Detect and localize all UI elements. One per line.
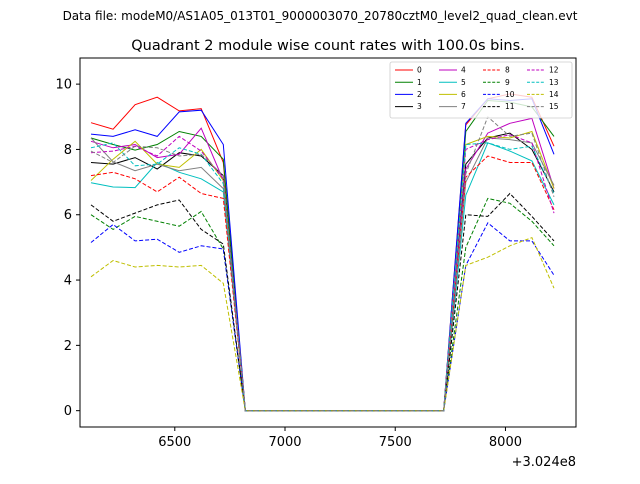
y-tick-label: 6 (64, 208, 72, 223)
plot-frame (79, 57, 577, 428)
series-line-13 (90, 142, 555, 412)
series-line-8 (90, 155, 555, 412)
x-axis: 6500 7000 7500 8000 (158, 427, 522, 450)
legend-frame (389, 61, 573, 119)
y-tick-label: 0 (64, 404, 72, 419)
series-line-12 (90, 134, 555, 412)
legend-label-9: 9 (505, 78, 510, 87)
legend-label-4: 4 (461, 66, 466, 75)
figure-suptitle: Data file: modeM0/AS1A05_013T01_90000030… (63, 9, 578, 23)
legend-label-10: 10 (505, 90, 515, 99)
legend-label-1: 1 (417, 78, 422, 87)
series-line-1 (90, 99, 555, 412)
y-axis: 0 2 4 6 8 10 (55, 78, 80, 419)
x-offset-label: +3.024e8 (512, 455, 576, 470)
legend-label-14: 14 (549, 90, 559, 99)
series-line-10 (90, 222, 555, 412)
chart-title: Quadrant 2 module wise count rates with … (131, 38, 525, 54)
legend-label-15: 15 (549, 102, 559, 111)
x-tick-label: 7500 (379, 435, 412, 450)
y-tick-label: 10 (55, 78, 72, 93)
legend-label-8: 8 (505, 66, 510, 75)
y-tick-label: 2 (64, 339, 72, 354)
series-layer (90, 93, 555, 412)
series-line-9 (90, 197, 555, 412)
legend-label-2: 2 (417, 90, 422, 99)
series-line-15 (90, 115, 555, 412)
series-line-7 (90, 137, 555, 412)
series-line-11 (90, 192, 555, 412)
x-tick-label: 8000 (489, 435, 522, 450)
series-line-6 (90, 130, 555, 412)
legend-label-11: 11 (505, 102, 515, 111)
legend-label-3: 3 (417, 102, 422, 111)
legend-label-5: 5 (461, 78, 466, 87)
legend-label-12: 12 (549, 66, 559, 75)
series-line-3 (90, 132, 555, 412)
x-tick-label: 7000 (268, 435, 301, 450)
series-line-5 (90, 142, 555, 412)
y-tick-label: 4 (64, 274, 72, 289)
x-tick-label: 6500 (158, 435, 191, 450)
legend-label-7: 7 (461, 102, 466, 111)
y-tick-label: 8 (64, 143, 72, 158)
legend-label-0: 0 (417, 66, 422, 75)
legend-label-13: 13 (549, 78, 559, 87)
legend-label-6: 6 (461, 90, 466, 99)
series-line-14 (90, 236, 555, 412)
